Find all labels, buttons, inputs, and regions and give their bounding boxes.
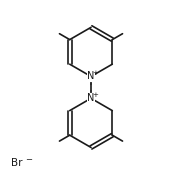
Text: +: + <box>92 70 98 76</box>
Text: N: N <box>87 93 95 103</box>
Text: Br: Br <box>11 158 22 168</box>
Text: +: + <box>92 92 98 98</box>
Text: N: N <box>87 71 95 81</box>
Text: −: − <box>26 155 33 164</box>
